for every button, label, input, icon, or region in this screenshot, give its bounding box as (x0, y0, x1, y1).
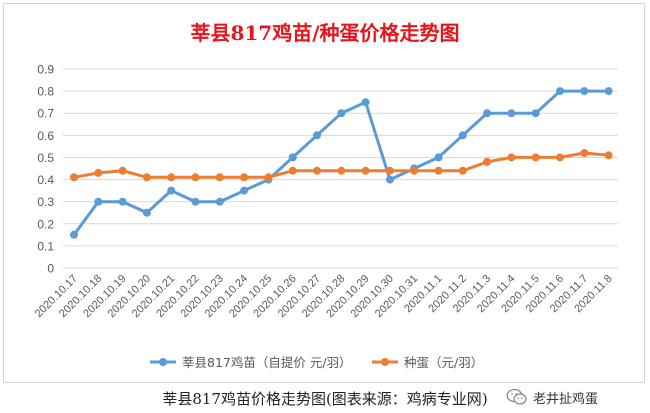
data-point (70, 230, 78, 239)
data-point (337, 109, 346, 118)
data-point (385, 166, 394, 175)
y-tick-label: 0.4 (37, 173, 54, 187)
y-tick-label: 0.2 (37, 217, 54, 231)
data-point (458, 131, 467, 140)
data-point (142, 208, 151, 217)
y-tick-label: 0.5 (37, 151, 54, 165)
data-point (167, 173, 176, 182)
data-point (385, 175, 394, 184)
y-tick-label: 0.7 (37, 107, 54, 121)
data-point (142, 173, 151, 182)
legend-label: 种蛋（元/羽） (404, 355, 483, 370)
data-point (604, 151, 613, 160)
data-point (434, 153, 443, 162)
data-point (556, 87, 564, 96)
data-point (288, 153, 297, 162)
y-tick-label: 0 (47, 262, 54, 276)
data-point (458, 166, 467, 175)
data-point (483, 157, 492, 166)
data-point (604, 87, 613, 96)
data-point (167, 186, 176, 195)
data-point (507, 109, 516, 118)
y-tick-label: 0.1 (37, 239, 54, 253)
data-point (191, 197, 200, 206)
chart-caption: 莘县817鸡苗价格走势图(图表来源：鸡病专业网) (162, 390, 488, 408)
data-point (240, 186, 249, 195)
data-point (507, 153, 516, 162)
legend-marker (159, 358, 167, 366)
data-point (191, 173, 200, 182)
data-point (118, 197, 127, 206)
data-point (215, 197, 224, 206)
y-tick-label: 0.8 (37, 85, 54, 99)
wechat-icon (506, 388, 527, 405)
data-point (94, 168, 103, 177)
chart-frame (3, 3, 645, 383)
data-point (580, 87, 589, 96)
data-point (434, 166, 443, 175)
data-point (264, 173, 273, 182)
data-point (215, 173, 224, 182)
chart-title: 莘县817鸡苗/种蛋价格走势图 (190, 21, 459, 45)
data-point (118, 166, 127, 175)
data-point (531, 153, 540, 162)
y-tick-label: 0.3 (37, 195, 54, 209)
legend-marker (381, 358, 389, 366)
watermark: 老井扯鸡蛋 (506, 383, 598, 411)
y-tick-label: 0.9 (37, 63, 54, 77)
y-tick-label: 0.6 (37, 129, 54, 143)
data-point (410, 166, 419, 175)
legend-label: 莘县817鸡苗（自提价 元/羽） (182, 355, 352, 370)
data-point (361, 166, 370, 175)
data-point (556, 153, 564, 162)
data-point (288, 166, 297, 175)
data-point (94, 197, 103, 206)
data-point (531, 109, 540, 118)
data-point (361, 98, 370, 107)
data-point (313, 131, 321, 140)
watermark-text: 老井扯鸡蛋 (533, 391, 599, 407)
data-point (313, 166, 321, 175)
data-point (240, 173, 249, 182)
data-point (483, 109, 492, 118)
data-point (580, 149, 589, 157)
data-point (70, 173, 78, 182)
data-point (337, 166, 346, 175)
